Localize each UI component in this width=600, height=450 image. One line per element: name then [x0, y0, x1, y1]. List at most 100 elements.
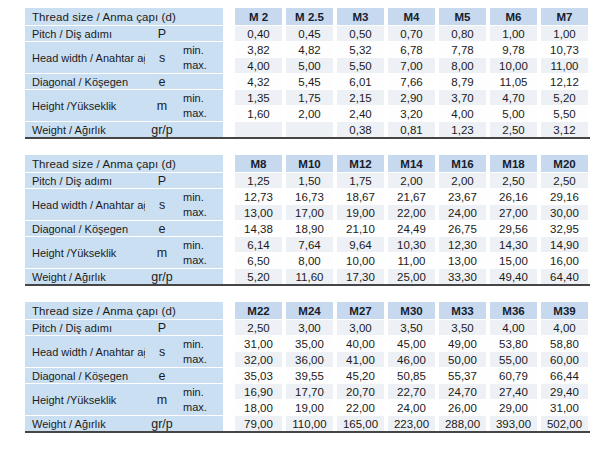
minmax-diagonal	[179, 74, 223, 89]
data-cell: 26,16	[490, 189, 537, 204]
data-cell: 8,00	[286, 253, 333, 268]
column-header: M24	[286, 302, 333, 319]
data-cell: 2,90	[388, 90, 435, 105]
data-cell: 27,40	[490, 384, 537, 399]
column-header: M36	[490, 302, 537, 319]
data-cell: 26,75	[439, 221, 486, 236]
minmax-height: min.max.	[179, 384, 223, 415]
data-cell: 55,00	[490, 352, 537, 367]
data-cell: 1,00	[541, 26, 588, 41]
symbol-weight: gr/p	[145, 269, 179, 284]
data-cell: 5,00	[286, 58, 333, 73]
max-label: max.	[183, 106, 223, 120]
data-cell: 5,20	[541, 90, 588, 105]
data-cell: 22,70	[388, 384, 435, 399]
data-cell: 18,00	[235, 400, 282, 415]
data-cell: 3,00	[286, 320, 333, 335]
data-cell: 502,00	[541, 416, 588, 431]
column-header: M18	[490, 155, 537, 172]
data-cell: 1,00	[490, 26, 537, 41]
thread-size-label: Thread size / Anma çapı (d)	[25, 8, 223, 25]
data-cell: 30,00	[541, 205, 588, 220]
data-cell: 29,56	[490, 221, 537, 236]
data-cell: 1,75	[337, 173, 384, 188]
row-label-head_width: Head width / Anahtar ağzı	[25, 42, 145, 73]
data-cell: 24,70	[439, 384, 486, 399]
column-header: M30	[388, 302, 435, 319]
thread-size-label: Thread size / Anma çapı (d)	[25, 155, 223, 172]
minmax-head_width: min.max.	[179, 336, 223, 367]
data-cell: 17,00	[286, 205, 333, 220]
data-cell: 31,00	[235, 336, 282, 351]
symbol-height: m	[145, 90, 179, 121]
data-cell: 7,00	[388, 58, 435, 73]
data-cell: 2,50	[490, 122, 537, 137]
data-cell: 24,49	[388, 221, 435, 236]
data-cell: 64,40	[541, 269, 588, 284]
data-cell: 29,00	[490, 400, 537, 415]
data-cell: 1,25	[235, 173, 282, 188]
column-header: M12	[337, 155, 384, 172]
data-cell: 2,40	[337, 106, 384, 121]
max-label: max.	[183, 58, 223, 72]
data-cell: 66,44	[541, 368, 588, 383]
data-cell: 3,50	[388, 320, 435, 335]
row-label-head_width: Head width / Anahtar ağzı	[25, 336, 145, 367]
data-cell: 60,79	[490, 368, 537, 383]
thread-spec-table: Thread size / Anma çapı (d)M 2M 2.5M3M4M…	[25, 8, 590, 139]
data-cell: 3,82	[235, 42, 282, 57]
symbol-pitch: P	[145, 26, 179, 41]
data-cell: 16,90	[235, 384, 282, 399]
data-cell: 79,00	[235, 416, 282, 431]
row-label-weight: Weight / Ağırlık	[25, 269, 145, 284]
data-cell: 17,70	[286, 384, 333, 399]
data-cell: 18,67	[337, 189, 384, 204]
data-cell: 12,73	[235, 189, 282, 204]
data-cell: 14,90	[541, 237, 588, 252]
data-cell: 15,00	[490, 253, 537, 268]
data-cell: 55,37	[439, 368, 486, 383]
data-cell: 4,00	[439, 106, 486, 121]
data-cell: 40,00	[337, 336, 384, 351]
symbol-diagonal: e	[145, 368, 179, 383]
column-header: M10	[286, 155, 333, 172]
data-cell: 1,50	[286, 173, 333, 188]
data-cell: 58,80	[541, 336, 588, 351]
data-cell: 393,00	[490, 416, 537, 431]
thread-spec-table: Thread size / Anma çapı (d)M22M24M27M30M…	[25, 302, 590, 433]
data-cell: 46,00	[388, 352, 435, 367]
minmax-diagonal	[179, 368, 223, 383]
column-header: M5	[439, 8, 486, 25]
table-grid: Thread size / Anma çapı (d)M8M10M12M14M1…	[25, 155, 590, 284]
data-cell: 7,64	[286, 237, 333, 252]
data-cell: 39,55	[286, 368, 333, 383]
data-cell: 2,00	[388, 173, 435, 188]
minmax-diagonal	[179, 221, 223, 236]
data-cell: 17,30	[337, 269, 384, 284]
data-cell: 2,00	[286, 106, 333, 121]
max-label: max.	[183, 352, 223, 366]
data-cell: 31,00	[541, 400, 588, 415]
data-cell: 5,00	[490, 106, 537, 121]
min-label: min.	[183, 43, 223, 57]
data-cell: 4,00	[490, 320, 537, 335]
column-header: M7	[541, 8, 588, 25]
min-label: min.	[183, 385, 223, 399]
data-cell	[235, 122, 282, 137]
minmax-height: min.max.	[179, 90, 223, 121]
table-grid: Thread size / Anma çapı (d)M22M24M27M30M…	[25, 302, 590, 431]
symbol-pitch: P	[145, 320, 179, 335]
data-cell: 1,60	[235, 106, 282, 121]
data-cell: 19,00	[337, 205, 384, 220]
data-cell: 3,00	[337, 320, 384, 335]
column-header: M39	[541, 302, 588, 319]
data-cell: 45,00	[388, 336, 435, 351]
data-cell: 9,64	[337, 237, 384, 252]
row-label-weight: Weight / Ağırlık	[25, 122, 145, 137]
symbol-head_width: s	[145, 189, 179, 220]
row-label-height: Height /Yükseklik	[25, 237, 145, 268]
data-cell: 33,30	[439, 269, 486, 284]
data-cell: 22,00	[337, 400, 384, 415]
data-cell: 3,20	[388, 106, 435, 121]
data-cell: 41,00	[337, 352, 384, 367]
